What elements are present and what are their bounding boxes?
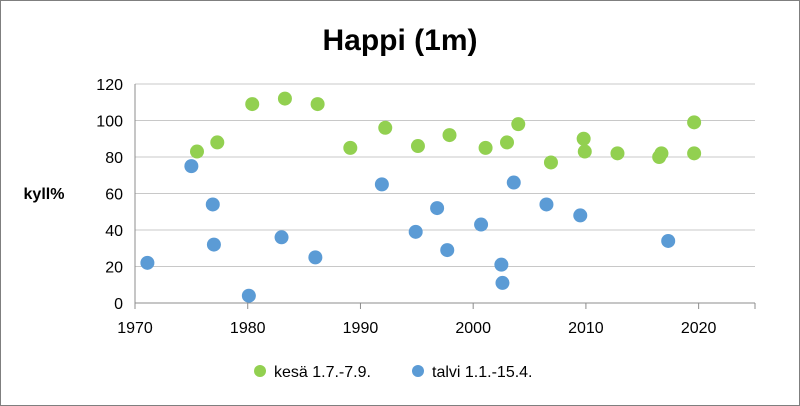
- point-winter-17: [661, 233, 676, 248]
- data-points: [140, 91, 702, 303]
- y-tick-label: 20: [105, 260, 123, 277]
- point-summer-13: [576, 131, 591, 146]
- point-winter-0: [140, 255, 155, 270]
- point-summer-17: [654, 146, 669, 161]
- point-summer-7: [410, 139, 425, 154]
- point-summer-19: [687, 146, 702, 161]
- point-summer-3: [277, 91, 292, 106]
- y-axis-label: kyll%: [24, 186, 65, 203]
- point-winter-1: [184, 159, 199, 174]
- axes: [134, 84, 756, 309]
- y-tick-label: 80: [105, 150, 123, 167]
- chart-title: Happi (1m): [322, 24, 477, 57]
- point-summer-14: [577, 144, 592, 159]
- point-summer-1: [210, 135, 225, 150]
- legend-marker-winter: [412, 365, 424, 377]
- point-winter-15: [539, 197, 554, 212]
- point-summer-12: [543, 155, 558, 170]
- point-winter-14: [506, 175, 521, 190]
- point-summer-10: [500, 135, 514, 150]
- point-summer-0: [190, 144, 204, 159]
- point-summer-5: [343, 140, 358, 155]
- tick-labels: 0 20 40 60 80 100 120 1970 1980 1990 2000 2010 2020: [96, 77, 716, 337]
- point-winter-2: [205, 197, 220, 212]
- legend-marker-summer: [254, 365, 266, 377]
- legend-label-winter: talvi 1.1.-15.4.: [432, 364, 533, 381]
- point-winter-9: [430, 201, 445, 216]
- point-summer-6: [378, 120, 393, 135]
- point-winter-7: [374, 177, 389, 192]
- point-winter-4: [241, 288, 256, 303]
- x-tick-label: 1990: [343, 320, 379, 337]
- legend-label-summer: kesä 1.7.-7.9.: [274, 364, 371, 381]
- x-tick-label: 2010: [568, 320, 604, 337]
- y-tick-label: 40: [105, 223, 123, 240]
- point-winter-5: [274, 230, 289, 245]
- point-winter-13: [495, 275, 510, 290]
- legend: kesä 1.7.-7.9. talvi 1.1.-15.4.: [254, 364, 533, 381]
- x-tick-label: 1970: [117, 320, 153, 337]
- point-summer-8: [442, 128, 457, 143]
- point-winter-3: [206, 237, 221, 252]
- x-tick-label: 2000: [455, 320, 491, 337]
- x-tick-label: 2020: [681, 320, 717, 337]
- point-summer-18: [687, 115, 702, 130]
- y-tick-label: 100: [96, 114, 123, 131]
- x-tick-label: 1980: [230, 320, 266, 337]
- point-summer-15: [610, 146, 625, 161]
- point-summer-4: [310, 97, 325, 112]
- point-summer-2: [245, 97, 260, 112]
- point-winter-11: [474, 217, 489, 232]
- y-tick-label: 0: [114, 296, 123, 313]
- point-winter-8: [408, 224, 423, 239]
- y-tick-label: 60: [105, 187, 123, 204]
- gridlines: [135, 83, 755, 267]
- point-winter-6: [308, 250, 323, 265]
- point-winter-16: [573, 208, 588, 223]
- point-winter-12: [494, 257, 509, 272]
- point-summer-11: [511, 117, 526, 132]
- point-summer-9: [478, 140, 493, 155]
- y-tick-label: 120: [96, 77, 123, 94]
- point-winter-10: [440, 243, 455, 258]
